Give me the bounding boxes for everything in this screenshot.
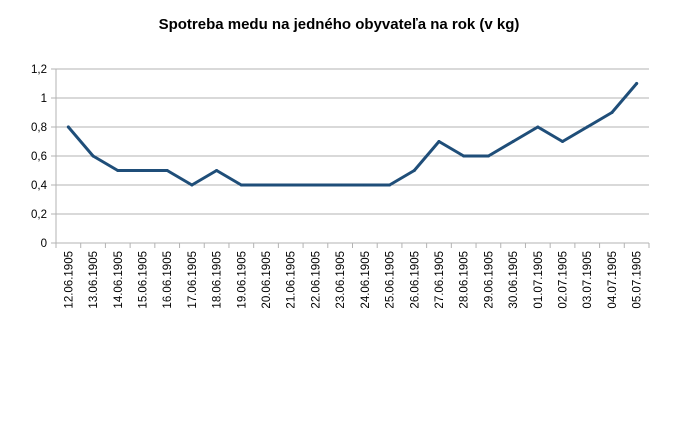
data-point — [412, 169, 416, 172]
series — [66, 82, 639, 187]
data-point — [313, 183, 317, 187]
x-tick-label: 16.06.1905 — [162, 251, 174, 309]
x-tick-label: 19.06.1905 — [236, 251, 248, 309]
chart-title: Spotreba medu na jedného obyvateľa na ro… — [158, 16, 520, 33]
x-tick-label: 04.07.1905 — [607, 251, 619, 309]
data-point — [536, 125, 540, 129]
x-tick-label: 12.06.1905 — [63, 251, 75, 309]
y-tick-label: 0 — [41, 238, 47, 250]
y-tick-labels: 0 0,2 0,4 0,6 0,8 1 1,2 — [31, 64, 48, 250]
x-tick-label: 13.06.1905 — [88, 251, 100, 309]
data-point — [239, 183, 243, 187]
data-point — [289, 183, 293, 187]
x-tick-label: 24.06.1905 — [360, 251, 372, 309]
x-tick-label: 18.06.1905 — [212, 251, 224, 309]
x-tick-label: 22.06.1905 — [310, 251, 322, 309]
y-tick-label: 0,6 — [31, 151, 47, 163]
x-tick-label: 28.06.1905 — [459, 251, 471, 309]
data-point — [388, 183, 392, 187]
data-point — [486, 154, 490, 158]
x-tick-label: 21.06.1905 — [286, 251, 298, 309]
x-tick-label: 17.06.1905 — [187, 251, 199, 309]
x-tick-label: 20.06.1905 — [261, 251, 273, 309]
y-tick-label: 0,2 — [31, 209, 47, 221]
data-point — [165, 169, 169, 172]
x-tick-label: 30.06.1905 — [508, 251, 520, 309]
data-point — [215, 169, 219, 172]
data-point — [140, 169, 144, 172]
axes — [51, 68, 650, 248]
y-tick-label: 0,8 — [31, 122, 47, 134]
x-tick-label: 26.06.1905 — [409, 251, 421, 309]
data-point — [363, 183, 367, 187]
data-point — [338, 183, 342, 187]
x-tick-labels: 12.06.1905 13.06.1905 14.06.1905 15.06.1905… — [63, 251, 643, 309]
data-point — [585, 125, 589, 129]
data-point — [462, 154, 466, 158]
data-point — [91, 154, 95, 158]
y-tick-label: 1,2 — [31, 64, 47, 76]
data-point — [561, 140, 565, 143]
data-point — [190, 183, 194, 187]
y-tick-label: 1 — [41, 93, 47, 105]
x-tick-label: 29.06.1905 — [483, 251, 495, 309]
x-tick-label: 01.07.1905 — [533, 251, 545, 309]
x-tick-label: 23.06.1905 — [335, 251, 347, 309]
data-point — [116, 169, 120, 172]
data-point — [511, 140, 515, 143]
x-tick-label: 14.06.1905 — [113, 251, 125, 309]
data-point — [264, 183, 268, 187]
y-tick-label: 0,4 — [31, 180, 48, 192]
x-tick-label: 25.06.1905 — [385, 251, 397, 309]
data-point — [437, 140, 441, 143]
x-tick-label: 27.06.1905 — [434, 251, 446, 309]
data-point — [610, 111, 614, 114]
series-line — [66, 82, 639, 187]
x-tick-label: 02.07.1905 — [558, 251, 570, 309]
data-point — [66, 125, 70, 129]
data-point — [635, 82, 639, 85]
x-tick-label: 05.07.1905 — [632, 251, 644, 309]
x-tick-label: 03.07.1905 — [582, 251, 594, 309]
x-tick-label: 15.06.1905 — [137, 251, 149, 309]
